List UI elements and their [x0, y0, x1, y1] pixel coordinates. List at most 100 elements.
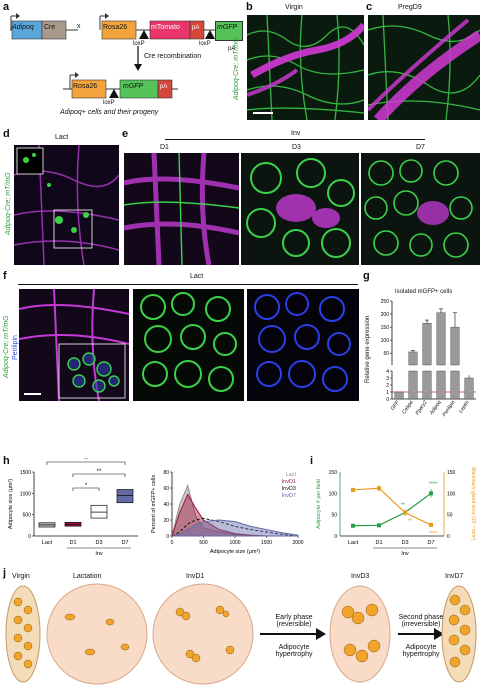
hbox-ylabel: Adipocyte size (μm²) [8, 479, 14, 529]
hdist-xtick-label: 2000 [292, 540, 303, 546]
i-ylabel-right: Mammary gland area (10⁻³ mm²) [470, 467, 476, 541]
micrograph-inv-d1 [124, 153, 239, 265]
arrow1-label-line1: Early phase [275, 614, 313, 621]
label-cre: Cre [44, 24, 56, 31]
cre-box [41, 20, 67, 40]
arrow2-label: Second phase (irreversible) [394, 614, 448, 628]
panel-f-ylabel-1: Adipoq-Cre; mT/mG [3, 315, 10, 378]
g-ytick-label-bottom: 2 [386, 383, 389, 389]
i-category: D7 [427, 540, 434, 546]
panel-d-ylabel: Adipoq-Cre; mT/mG [5, 172, 12, 235]
hdist-legend-entry: InvD3 [282, 486, 296, 492]
i-annotation: ** [408, 519, 413, 525]
i-ylabel-left: Adipocyte # per field [316, 479, 322, 529]
i-annotation: ** [401, 503, 406, 509]
g-ytick-label-bottom: 1 [386, 390, 389, 396]
hbox-category: D3 [95, 540, 102, 546]
label-rosa26-2: Rosa26 [73, 83, 98, 90]
g-ytick-label-bottom: 0 [386, 397, 389, 403]
micrograph-pregd9 [368, 15, 480, 120]
micrograph-inv-d7 [361, 153, 480, 265]
hbox-sig-label: * [85, 483, 88, 489]
panel-b-ylabel: Adipoq-Cre; mT/mG [233, 37, 240, 100]
under1-label-line1: Adipocyte [278, 644, 310, 651]
i-point [403, 510, 407, 515]
g-bar-lower [436, 370, 446, 400]
panel-e-d7: D7 [416, 144, 425, 151]
i-ytick-left: 0 [334, 534, 337, 540]
g-category-label: Cebpα [401, 400, 414, 416]
under2-label: Adipocyte hypertrophy [394, 644, 448, 658]
micrograph-lact [14, 145, 119, 265]
invd1-gland [152, 583, 254, 685]
i-ytick-right: 0 [447, 534, 450, 540]
hdist-ytick-label: 60 [163, 486, 169, 492]
g-ytick-label-top: 250 [381, 299, 390, 305]
i-category: D1 [375, 540, 382, 546]
under2-label-line2: hypertrophy [402, 651, 440, 658]
cre-recombination-label: Cre recombination [144, 53, 202, 60]
g-bar [464, 377, 474, 400]
hbox-sig-label: ** [84, 458, 89, 463]
hbox-ytick-label: 500 [23, 513, 32, 519]
label-adipoq: Adipoq [12, 24, 34, 31]
g-bar-lower [422, 370, 432, 400]
i-point [429, 522, 433, 527]
panel-e-d1: D1 [160, 144, 169, 151]
label-mgfp-2: mGFP [123, 83, 144, 90]
panel-e-d3: D3 [292, 144, 301, 151]
g-ytick-label-bottom: 4 [386, 369, 389, 375]
model-diagram [5, 583, 477, 685]
hdist-series-area [171, 517, 299, 537]
panel-b-title: Virgin [285, 4, 303, 11]
i-ytick-right: 50 [447, 513, 453, 519]
g-category-label: GFP [390, 399, 401, 411]
panel-f-title: Lact [190, 273, 204, 280]
stage-invd7: InvD7 [445, 573, 464, 580]
g-ytick-label-bottom: 3 [386, 376, 389, 382]
g-ytick-label-top: 150 [381, 325, 390, 331]
i-point [351, 523, 355, 528]
construct-diagram [10, 13, 238, 99]
label-mtomato: mTomato [151, 24, 180, 31]
micrograph-inv-d3 [241, 153, 359, 265]
stage-virgin: Virgin [12, 573, 30, 580]
arrow1-label: Early phase (reversible) [266, 614, 322, 628]
panel-j-letter: j [3, 567, 7, 579]
label-pa-2: pA [160, 84, 168, 90]
hbox-category: D7 [121, 540, 128, 546]
g-category-label: Leptin [458, 400, 471, 415]
panel-d-letter: d [3, 128, 10, 140]
g-ytick-label-top: 100 [381, 338, 390, 344]
rosa26-box-2 [71, 79, 107, 99]
under2-label-line1: Adipocyte [405, 644, 437, 651]
hbox-sig-label: ** [97, 469, 102, 475]
invd3-gland [329, 585, 391, 683]
g-ytick-label-top: 50 [383, 351, 389, 357]
i-ytick-left: 50 [331, 513, 337, 519]
under1-label: Adipocyte hypertrophy [266, 644, 322, 658]
g-bar [408, 351, 418, 366]
hdist-ytick-label: 80 [163, 470, 169, 476]
label-pa-last: pA [228, 46, 236, 52]
hbox-ytick-label: 0 [28, 534, 31, 540]
chart-h-box: 0 500 1000 1500 Adipocyte size (μm²) Lact D1 D3… [8, 458, 138, 557]
i-series-line [352, 487, 432, 526]
hdist-xlabel: Adipocyte size (μm²) [210, 549, 260, 555]
hbox-sig-bracket [72, 487, 100, 491]
micrograph-virgin [247, 15, 364, 120]
hbox-ytick-label: 1000 [20, 491, 31, 497]
hdist-legend-entry: InvD7 [282, 493, 296, 499]
label-x: x [77, 23, 81, 30]
loxp-triangle-2 [205, 30, 215, 39]
hbox-box [90, 504, 108, 519]
panel-f-letter: f [3, 270, 7, 282]
i-series-line [352, 492, 432, 527]
i-annotation: **** [429, 531, 438, 537]
label-loxp-2: loxP [199, 41, 211, 47]
i-point [429, 491, 433, 496]
stage-invd1: InvD1 [186, 573, 205, 580]
panel-g-letter: g [363, 270, 370, 282]
i-point [351, 487, 355, 492]
